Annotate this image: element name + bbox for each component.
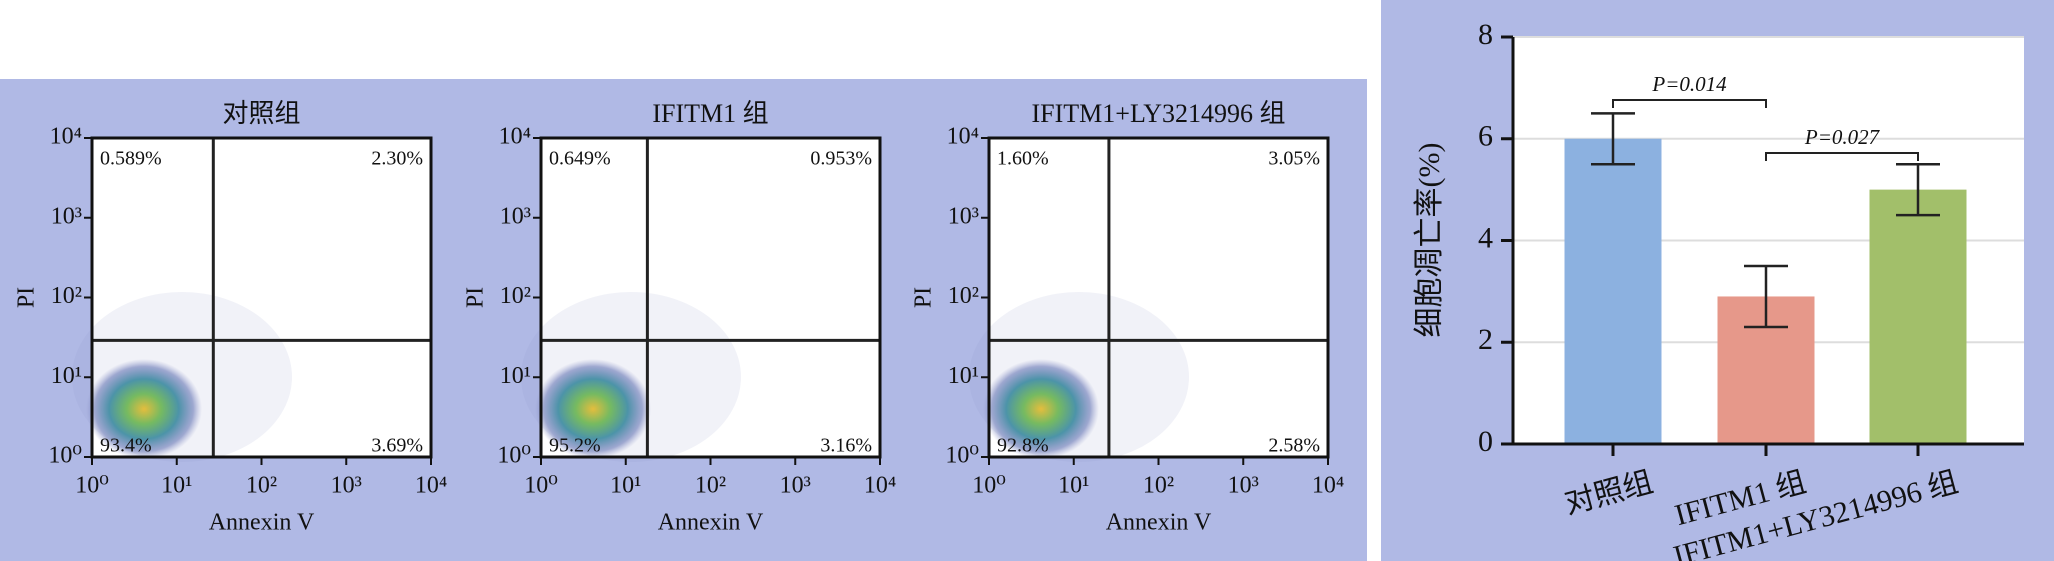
- quadrant-label: 3.69%: [371, 435, 423, 457]
- error-bar: [1896, 162, 1940, 217]
- bar: [1869, 189, 1967, 444]
- quadrant-label: 92.8%: [997, 435, 1049, 457]
- quadrant-label: 0.649%: [549, 148, 611, 170]
- bar: [1564, 138, 1662, 444]
- y-tick-label: 4: [1478, 221, 1493, 254]
- y-tick-label: 0: [1478, 425, 1493, 458]
- x-tick-label: 10²: [246, 473, 277, 499]
- p-value: P=0.014: [1651, 72, 1727, 96]
- density-cloud: [535, 359, 651, 459]
- x-axis-label: Annexin V: [1106, 510, 1212, 536]
- x-tick-label: 10¹: [1058, 473, 1089, 499]
- y-tick-label: 10⁴: [947, 124, 979, 150]
- x-tick-label: 10⁴: [1312, 473, 1344, 499]
- y-tick-label: 10²: [51, 283, 82, 309]
- x-tick-label: 10²: [695, 473, 726, 499]
- x-tick-label: 10³: [331, 473, 362, 499]
- quadrant-label: 2.30%: [371, 148, 423, 170]
- quadrant-label: 1.60%: [997, 148, 1049, 170]
- x-tick-label: 10⁰: [972, 473, 1006, 499]
- quadrant-label: 3.16%: [820, 435, 872, 457]
- y-tick-label: 10²: [948, 283, 979, 309]
- density-halo: [969, 292, 1189, 462]
- x-tick-label: 10¹: [161, 473, 192, 499]
- y-axis-label: PI: [911, 287, 937, 308]
- y-tick-label: 2: [1478, 323, 1493, 356]
- y-tick-label: 8: [1478, 18, 1493, 51]
- x-axis-label: Annexin V: [209, 510, 315, 536]
- quadrant-label: 93.4%: [100, 435, 152, 457]
- error-bar: [1591, 112, 1635, 166]
- x-tick-label: 10²: [1143, 473, 1174, 499]
- y-tick-label: 10³: [51, 203, 82, 229]
- x-tick-label: 10¹: [610, 473, 641, 499]
- quadrant-label: 0.589%: [100, 148, 162, 170]
- y-tick-label: 10⁴: [499, 124, 531, 150]
- plot-frame: [90, 136, 433, 459]
- x-tick-label: 10⁰: [524, 473, 558, 499]
- y-tick-label: 10¹: [500, 363, 531, 389]
- panel-title: IFITM1 组: [652, 99, 768, 128]
- significance-bracket: [1765, 152, 1919, 161]
- y-tick-label: 10¹: [51, 363, 82, 389]
- density-cloud: [86, 359, 202, 459]
- p-value: P=0.027: [1804, 125, 1881, 149]
- y-axis-label: 细胞凋亡率(%): [1413, 143, 1446, 338]
- y-tick-label: 10⁴: [50, 124, 82, 150]
- error-bar: [1744, 264, 1788, 329]
- y-tick-label: 10⁰: [945, 443, 979, 469]
- x-tick-label: 10³: [1228, 473, 1259, 499]
- y-tick-label: 10¹: [948, 363, 979, 389]
- y-tick-label: 10³: [948, 203, 979, 229]
- density-halo: [72, 292, 292, 462]
- x-axis-label: Annexin V: [658, 510, 764, 536]
- y-axis-label: PI: [463, 287, 489, 308]
- significance-bracket: [1612, 99, 1767, 108]
- plot-frame: [987, 136, 1330, 459]
- x-tick-label: 10⁴: [415, 473, 447, 499]
- panel-title: 对照组: [222, 99, 300, 128]
- panel-title: IFITM1+LY3214996 组: [1032, 99, 1286, 128]
- x-tick-label: 10⁴: [864, 473, 896, 499]
- quadrant-label: 0.953%: [810, 148, 872, 170]
- quadrant-label: 2.58%: [1268, 435, 1320, 457]
- density-cloud: [983, 359, 1099, 459]
- y-tick-label: 10⁰: [497, 443, 531, 469]
- density-halo: [521, 292, 741, 462]
- plot-frame: [539, 136, 882, 459]
- y-tick-label: 10²: [500, 283, 531, 309]
- y-axis-label: PI: [14, 287, 40, 308]
- quadrant-label: 3.05%: [1268, 148, 1320, 170]
- y-tick-label: 10³: [500, 203, 531, 229]
- y-tick-label: 6: [1478, 120, 1493, 153]
- x-tick-label: 10³: [780, 473, 811, 499]
- y-tick-label: 10⁰: [48, 443, 82, 469]
- x-tick-label: 10⁰: [75, 473, 109, 499]
- quadrant-label: 95.2%: [549, 435, 601, 457]
